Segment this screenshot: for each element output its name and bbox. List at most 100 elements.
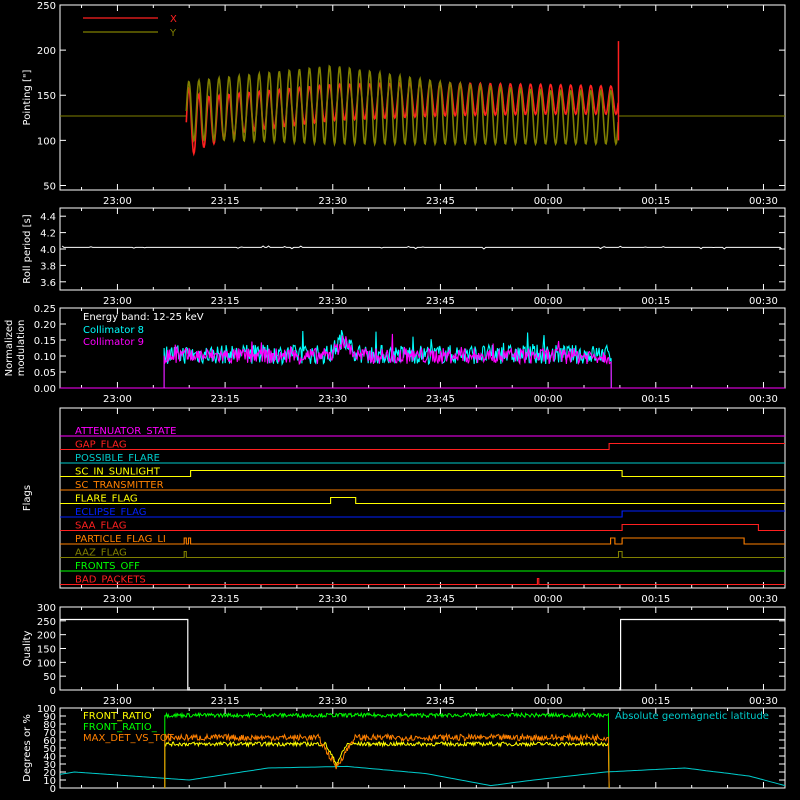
y-tick-label: 100 [37, 704, 56, 715]
legend-label: Collimator 9 [83, 337, 144, 348]
y-tick-label: 4.4 [40, 212, 56, 223]
legend-label: FRONT_RATIO_ [83, 722, 158, 733]
flag-label: PARTICLE_FLAG_LI [75, 534, 166, 545]
y-tick-label: 200 [37, 46, 56, 57]
x-tick-label: 23:00 [103, 196, 132, 207]
flag-label: FLARE_FLAG [75, 494, 138, 505]
panel-frame [59, 207, 786, 291]
y-axis-label: Pointing ["] [22, 69, 33, 125]
y-tick-label: 0.00 [34, 384, 56, 395]
y-tick-label: 50 [43, 181, 56, 192]
flag-line [60, 469, 785, 478]
flag-label: POSSIBLE_FLARE [75, 453, 160, 464]
y-tick-label: 0.15 [34, 336, 56, 347]
x-tick-label: 00:15 [641, 196, 670, 207]
flag-line [60, 442, 785, 451]
series-ratio [164, 740, 610, 789]
y-tick-label: 200 [37, 631, 56, 642]
flag-label: SC_TRANSMITTER [75, 480, 164, 491]
flag-line [60, 523, 785, 532]
y-axis-label: Quality [22, 631, 33, 667]
y-tick-label: 4.2 [40, 229, 56, 240]
y-tick-label: 100 [37, 136, 56, 147]
flag-label: SC_IN_SUNLIGHT [75, 467, 161, 478]
y-axis-label: Roll period [s] [22, 214, 33, 283]
x-tick-label: 23:00 [103, 594, 132, 605]
y-tick-label: 50 [43, 672, 56, 683]
y-tick-label: 0 [50, 784, 56, 795]
y-tick-label: 70 [43, 728, 56, 739]
y-tick-label: 150 [37, 91, 56, 102]
y-tick-label: 50 [43, 744, 56, 755]
panel-3: 23:00 23:15 23:30 23:45 00:00 00:15 00:30 0.00 0… [4, 304, 786, 405]
y-tick-label: 100 [37, 658, 56, 669]
series-ratio [164, 732, 610, 789]
series-geomagnetic-latitude [59, 765, 786, 787]
x-tick-label: 00:30 [749, 594, 778, 605]
panel-5: 23:00 23:15 23:30 23:45 00:00 00:15 00:30 0 50 10… [22, 603, 786, 707]
x-tick-label: 00:15 [641, 394, 670, 405]
y-tick-label: 0 [50, 686, 56, 697]
x-tick-label: 00:00 [534, 594, 563, 605]
x-tick-label: 00:15 [641, 696, 670, 707]
y-tick-label: 0.20 [34, 320, 56, 331]
x-tick-label: 00:00 [534, 196, 563, 207]
panel-frame [59, 4, 786, 191]
x-tick-label: 23:45 [426, 594, 455, 605]
y-tick-label: 80 [43, 720, 56, 731]
x-tick-label: 00:15 [641, 594, 670, 605]
y-tick-label: 20 [43, 768, 56, 779]
legend-label: Collimator 8 [83, 325, 144, 336]
y-tick-label: 3.8 [40, 261, 56, 272]
flag-label: GAP_FLAG [75, 440, 127, 451]
y-tick-label: 40 [43, 752, 56, 763]
x-tick-label: 23:30 [318, 696, 347, 707]
x-tick-label: 23:45 [426, 196, 455, 207]
x-tick-label: 00:15 [641, 296, 670, 307]
series-ratio [164, 711, 610, 789]
x-tick-label: 23:15 [211, 296, 240, 307]
flag-label: BAD_PACKETS [75, 575, 146, 586]
y-tick-label: 3.6 [40, 278, 56, 289]
flag-line [60, 577, 785, 586]
x-tick-label: 23:30 [318, 594, 347, 605]
y-axis-label: Flags [22, 485, 33, 511]
flag-line [60, 510, 785, 518]
x-tick-label: 00:30 [749, 696, 778, 707]
y-tick-label: 250 [37, 617, 56, 628]
x-tick-label: 23:30 [318, 196, 347, 207]
legend-label: MAX_DET_VS_TOT [83, 733, 175, 744]
y-axis-label-line2: modulation [16, 320, 27, 377]
y-tick-label: 0.05 [34, 368, 56, 379]
flag-line [60, 550, 785, 559]
x-tick-label: 00:00 [534, 696, 563, 707]
y-tick-label: 90 [43, 712, 56, 723]
x-tick-label: 23:30 [318, 296, 347, 307]
energy-band-label: Energy band: 12-25 keV [83, 312, 204, 323]
y-tick-label: 150 [37, 645, 56, 656]
x-tick-label: 23:45 [426, 296, 455, 307]
flag-label: ECLIPSE_FLAG [75, 507, 146, 518]
panel-1: 23:00 23:15 23:30 23:45 00:00 00:15 00:30 50 100… [22, 1, 786, 207]
flag-label: ATTENUATOR_STATE [75, 426, 176, 437]
y-tick-label: 300 [37, 603, 56, 614]
y-axis-label: Degrees or % [22, 714, 33, 782]
y-tick-label: 4.0 [40, 245, 56, 256]
flag-label: SAA_FLAG [75, 521, 126, 532]
flag-line [60, 537, 785, 545]
x-tick-label: 23:30 [318, 394, 347, 405]
series-y [185, 64, 619, 148]
series-roll-period [61, 245, 783, 250]
x-tick-label: 23:15 [211, 594, 240, 605]
x-tick-label: 23:15 [211, 394, 240, 405]
x-tick-label: 23:15 [211, 196, 240, 207]
panel-4: 23:00 23:15 23:30 23:45 00:00 00:15 00:30 Flags… [22, 407, 786, 605]
x-tick-label: 00:00 [534, 296, 563, 307]
y-tick-label: 10 [43, 776, 56, 787]
flag-label: FRONTS_OFF [75, 561, 140, 572]
y-axis-label-line1: Normalized [4, 320, 15, 377]
x-tick-label: 23:45 [426, 696, 455, 707]
x-tick-label: 23:00 [103, 394, 132, 405]
